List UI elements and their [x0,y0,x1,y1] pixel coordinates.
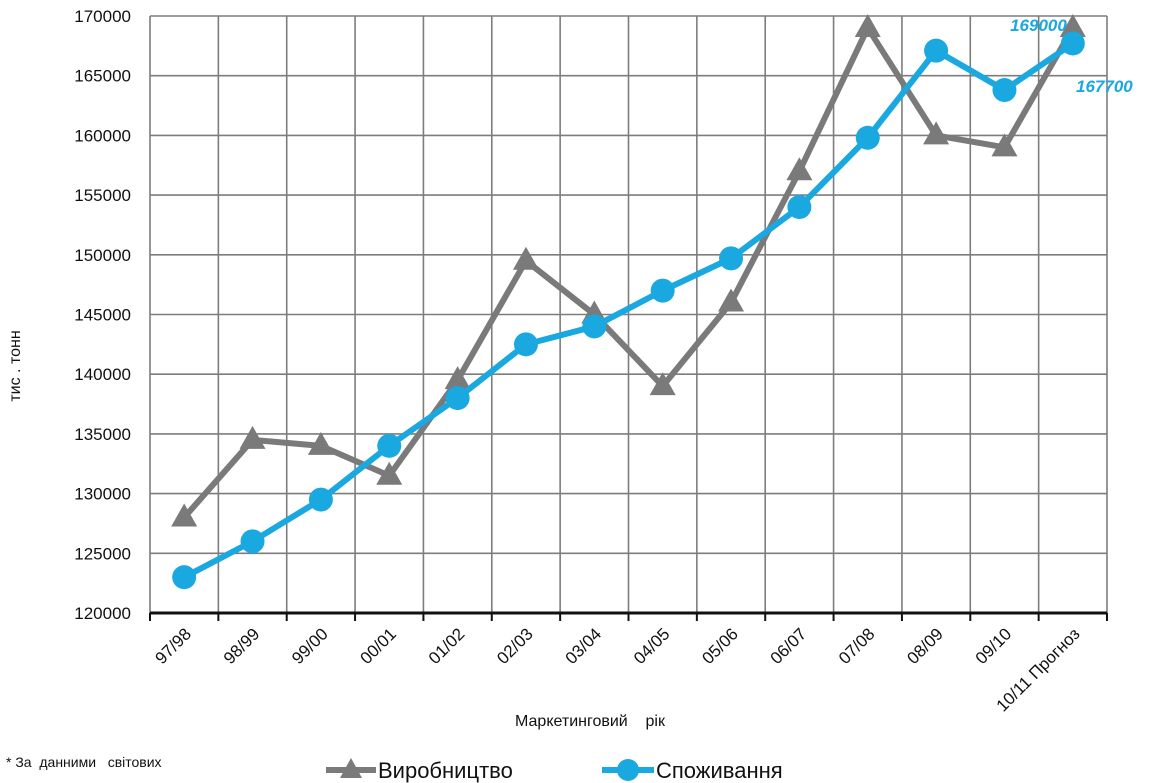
x-tick-label-10: 07/08 [835,624,879,668]
x-tick-label-7: 04/05 [630,624,674,668]
y-tick-label-8: 160000 [74,126,131,145]
x-tick-label-0: 97/98 [151,624,195,668]
series-1-point-0 [172,565,197,590]
series-1-point-1 [240,529,265,554]
grid [149,15,1108,613]
x-axis-title: Маркетинговий рік [515,713,666,730]
y-tick-label-3: 135000 [74,425,131,444]
series-0 [171,13,1086,527]
y-axis-title: тис . тонн [7,330,24,401]
legend-triangle-icon [340,758,362,778]
x-tick-label-2: 99/00 [288,624,332,668]
axes [149,611,1108,621]
y-tick-label-1: 125000 [74,544,131,563]
x-tick-label-6: 03/04 [562,624,606,668]
legend-circle-icon [617,759,639,781]
series-0-point-5 [512,246,539,270]
annotation-consumption-value: 167700 [1076,77,1133,96]
series-1-point-13 [1060,31,1085,56]
series-0-point-3 [376,461,403,485]
x-tick-label-12: 09/10 [972,624,1016,668]
series-0-point-1 [239,425,266,449]
x-tick-label-8: 05/06 [698,624,742,668]
y-tick-label-6: 150000 [74,246,131,265]
legend-item-consumption: Споживання [602,758,783,783]
y-tick-label-0: 120000 [74,604,131,623]
series-1-point-9 [787,195,812,220]
y-tick-labels: 120000 125000 130000 135000 140000 145000 1500… [74,7,131,623]
series-1-point-2 [308,487,333,512]
series-0-point-4 [444,366,471,390]
legend: Виробництво Споживання [326,758,783,783]
series-1-point-12 [992,78,1017,103]
x-tick-label-4: 01/02 [425,624,469,668]
annotation-production-value: 169000 [1010,16,1067,35]
series-line-1 [182,40,1075,580]
series-0-point-13 [1059,13,1086,37]
y-tick-label-4: 140000 [74,365,131,384]
series-1-point-11 [924,38,949,63]
y-tick-label-9: 165000 [74,67,131,86]
x-tick-label-5: 02/03 [493,624,537,668]
x-tick-labels: 97/98 98/99 99/00 00/01 01/02 02/03 03/04 04/05… [151,624,1083,715]
y-tick-label-7: 155000 [74,186,131,205]
y-tick-label-10: 170000 [74,7,131,26]
x-tick-label-9: 06/07 [767,624,811,668]
series-0-point-9 [786,157,813,181]
series-1-point-4 [445,386,470,411]
x-tick-label-3: 00/01 [357,624,401,668]
y-tick-label-5: 145000 [74,306,131,325]
series-line-0 [181,24,1076,520]
x-tick-label-1: 98/99 [220,624,264,668]
x-tick-label-11: 08/09 [903,624,947,668]
series-0-point-2 [307,431,334,455]
footnote: * За данними світових [6,754,162,770]
series-0-point-8 [718,288,745,312]
series-1-point-8 [719,246,744,271]
series-1-point-5 [513,332,538,357]
series-0-point-7 [649,372,676,396]
series-1-point-10 [855,125,880,150]
series-0-point-0 [171,503,198,527]
y-tick-label-2: 130000 [74,485,131,504]
series-1-point-3 [377,433,402,458]
series-1-point-7 [650,278,675,303]
series-1-point-6 [582,314,607,339]
legend-item-production: Виробництво [326,758,513,783]
series-0-point-10 [854,13,881,37]
legend-label-consumption: Споживання [656,758,783,783]
series-1 [172,31,1085,590]
series-0-point-11 [923,121,950,145]
series-layer [171,13,1086,590]
series-0-point-12 [991,133,1018,157]
annotations: 169000 167700 [1010,16,1133,96]
legend-label-production: Виробництво [378,758,513,783]
